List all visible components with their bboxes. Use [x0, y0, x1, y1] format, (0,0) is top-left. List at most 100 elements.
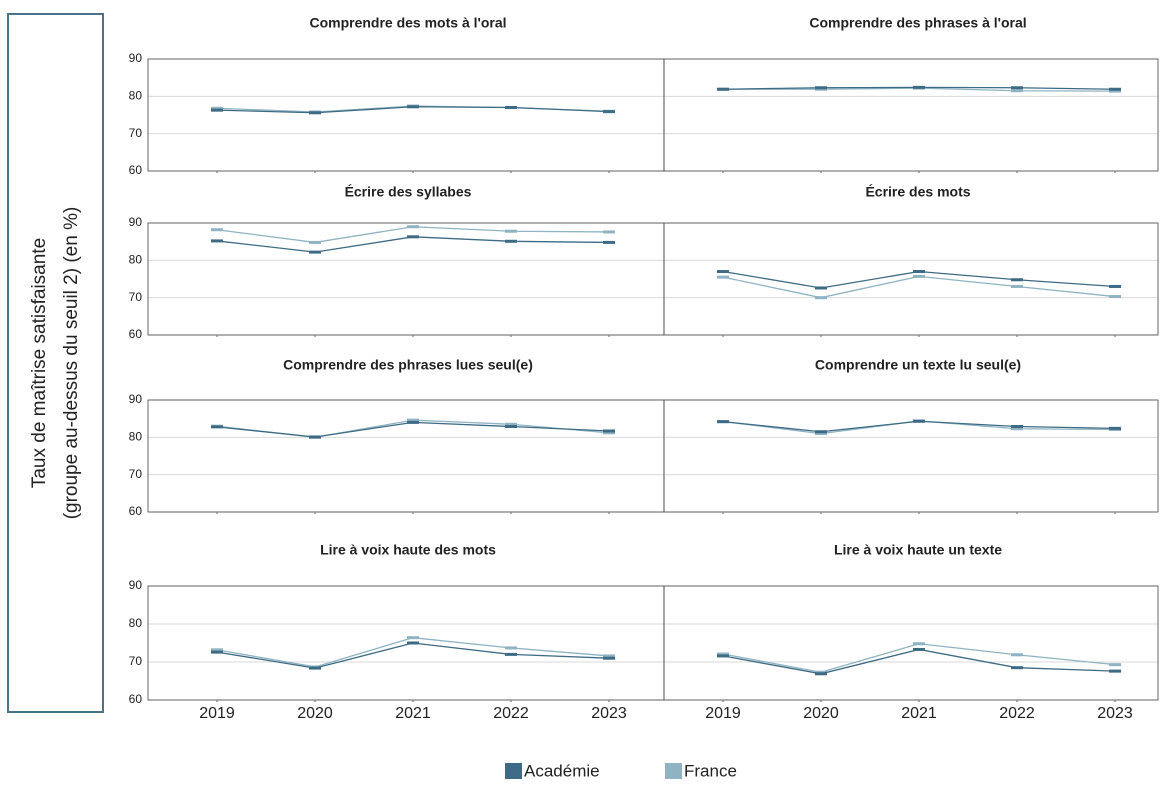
chart-title: Lire à voix haute des mots — [320, 542, 496, 558]
plot-frame — [147, 585, 665, 701]
y-tick-label: 90 — [129, 392, 143, 406]
y-tick-label: 70 — [129, 290, 143, 304]
point-marker — [211, 648, 223, 652]
point-marker — [211, 425, 223, 429]
x-tick — [722, 335, 724, 337]
point-marker — [603, 110, 615, 114]
point-marker — [407, 636, 419, 640]
x-tick-label: 2020 — [297, 705, 333, 722]
point-marker — [211, 228, 223, 232]
x-tick — [918, 171, 920, 173]
point-marker — [1011, 89, 1023, 93]
x-tick — [314, 171, 316, 173]
point-marker — [1011, 86, 1023, 90]
point-marker — [505, 425, 517, 429]
point-marker — [1109, 89, 1121, 93]
y-tick-label: 60 — [129, 327, 143, 341]
point-marker — [815, 670, 827, 674]
point-marker — [1109, 426, 1121, 430]
point-marker — [309, 435, 321, 439]
point-marker — [815, 672, 827, 676]
point-marker — [717, 87, 729, 91]
x-tick — [608, 335, 610, 337]
point-marker — [603, 654, 615, 658]
series-line — [722, 420, 1116, 433]
x-tick — [216, 512, 218, 514]
point-marker — [717, 652, 729, 656]
point-marker — [407, 235, 419, 239]
point-marker — [913, 274, 925, 278]
x-tick — [412, 512, 414, 514]
y-tick-label: 70 — [129, 654, 143, 668]
x-tick — [1114, 512, 1116, 514]
point-marker — [1109, 663, 1121, 667]
point-marker — [505, 652, 517, 656]
x-tick — [314, 335, 316, 337]
x-tick — [918, 335, 920, 337]
series-line — [216, 642, 610, 669]
point-marker — [1011, 427, 1023, 431]
x-tick-label: 2023 — [591, 705, 627, 722]
point-marker — [815, 296, 827, 300]
point-marker — [211, 650, 223, 654]
point-marker — [309, 250, 321, 254]
x-tick — [510, 171, 512, 173]
point-marker — [717, 420, 729, 424]
point-marker — [603, 230, 615, 234]
x-tick — [1114, 171, 1116, 173]
y-tick-label: 80 — [129, 89, 143, 103]
x-tick-label: 2021 — [901, 705, 937, 722]
x-tick — [608, 700, 610, 702]
point-marker — [913, 85, 925, 89]
point-marker — [407, 225, 419, 229]
x-tick — [820, 335, 822, 337]
x-tick-label: 2020 — [803, 705, 839, 722]
x-tick — [1114, 700, 1116, 702]
x-tick — [510, 335, 512, 337]
y-tick-label: 90 — [129, 578, 143, 592]
point-marker — [717, 275, 729, 279]
x-tick — [1016, 512, 1018, 514]
point-marker — [603, 656, 615, 660]
point-marker — [913, 419, 925, 423]
chart-title: Comprendre un texte lu seul(e) — [815, 357, 1021, 373]
plot-frame — [147, 399, 665, 513]
y-tick-label: 80 — [129, 253, 143, 267]
x-tick — [820, 700, 822, 702]
x-tick — [918, 700, 920, 702]
point-marker — [717, 654, 729, 658]
point-marker — [1011, 425, 1023, 429]
plot-frame — [147, 58, 665, 172]
x-tick — [412, 335, 414, 337]
point-marker — [407, 418, 419, 422]
point-marker — [815, 432, 827, 436]
point-marker — [505, 646, 517, 650]
point-marker — [1109, 669, 1121, 673]
point-marker — [211, 239, 223, 243]
ylabel-box — [7, 13, 104, 713]
point-marker — [309, 240, 321, 244]
x-tick — [216, 700, 218, 702]
series-line — [722, 275, 1116, 299]
point-marker — [211, 106, 223, 110]
plot-frame — [663, 585, 1159, 701]
y-axis-label: (groupe au-dessus du seuil 2) (en %) — [61, 207, 82, 520]
chart-title: Comprendre des mots à l'oral — [309, 15, 506, 31]
x-tick — [510, 512, 512, 514]
legend-label: Académie — [524, 761, 600, 780]
point-marker — [815, 86, 827, 90]
y-tick-label: 70 — [129, 467, 143, 481]
x-tick — [722, 171, 724, 173]
y-tick-label: 60 — [129, 163, 143, 177]
point-marker — [1011, 653, 1023, 657]
chart-title: Comprendre des phrases à l'oral — [809, 15, 1026, 31]
y-tick-label: 90 — [129, 215, 143, 229]
point-marker — [407, 105, 419, 109]
point-marker — [1011, 278, 1023, 282]
x-tick — [1016, 335, 1018, 337]
x-tick-label: 2022 — [493, 705, 529, 722]
y-tick-label: 60 — [129, 504, 143, 518]
x-tick — [918, 512, 920, 514]
x-tick — [608, 171, 610, 173]
point-marker — [913, 270, 925, 274]
